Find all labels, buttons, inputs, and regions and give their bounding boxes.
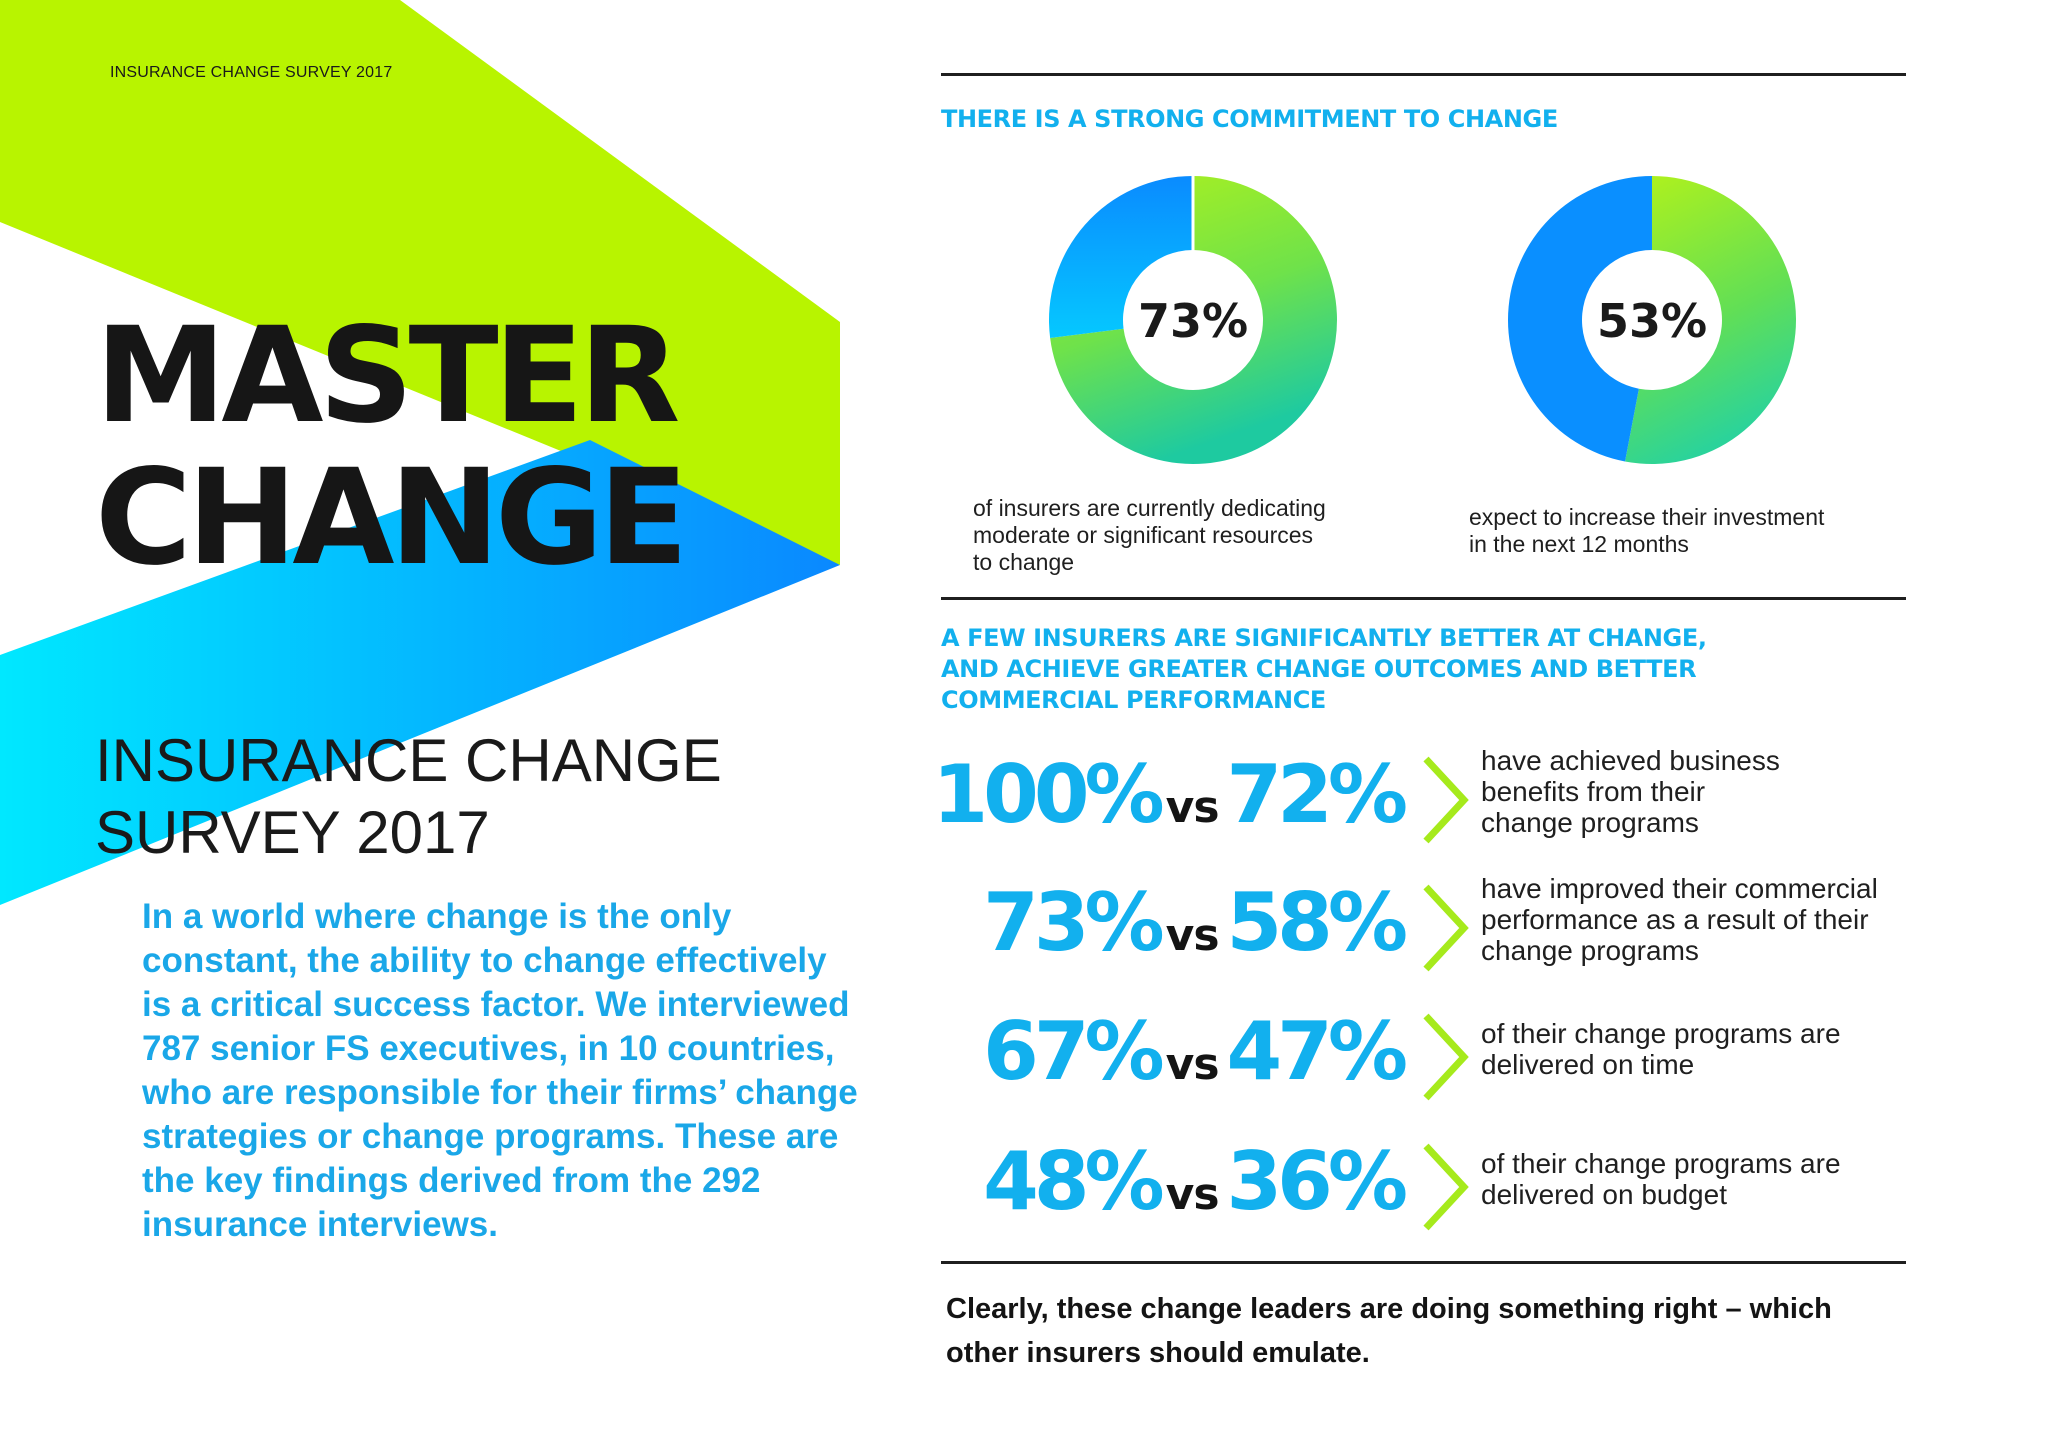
hero-title-line-2: CHANGE xyxy=(95,441,688,595)
stat-description-line: have improved their commercial xyxy=(1481,873,1878,904)
donut-1-remainder-arc xyxy=(1049,176,1193,339)
donut-2-caption-line: in the next 12 months xyxy=(1469,531,1689,557)
survey-title-line-1: INSURANCE CHANGE xyxy=(95,727,722,794)
survey-title-line-2: SURVEY 2017 xyxy=(95,799,490,866)
stat-description-line: delivered on time xyxy=(1481,1049,1695,1080)
donut-1-percent: 73% xyxy=(1137,294,1249,348)
others-percent: 58% xyxy=(1226,876,1408,969)
donut-chart-resources xyxy=(1049,175,1337,464)
intro-paragraph: In a world where change is the only cons… xyxy=(142,897,858,1244)
stat-description: have achieved business benefits from the… xyxy=(1481,745,1931,838)
donut-1-value-arc xyxy=(1050,176,1337,464)
leaders-percent: 48% xyxy=(983,1135,1164,1228)
donut-2-remainder-arc xyxy=(1507,176,1652,462)
donut-2-value-arc xyxy=(1625,176,1796,465)
stat-row-commercial-performance: 73% vs 58% have improved their commercial … xyxy=(0,873,2048,983)
vs-label: vs xyxy=(1165,782,1220,833)
leaders-heading: A FEW INSURERS ARE SIGNIFICANTLY BETTER … xyxy=(941,623,1707,716)
blue-chevron-shape xyxy=(0,440,840,905)
others-percent: 36% xyxy=(1226,1135,1408,1228)
stat-row-on-time: 67% vs 47% of their change programs are de… xyxy=(0,1002,2048,1112)
donut-1-caption: of insurers are currently dedicating mod… xyxy=(973,495,1326,576)
stat-comparison: 67% vs 47% xyxy=(983,1002,1408,1115)
donut-1-caption-line: of insurers are currently dedicating xyxy=(973,495,1326,521)
donut-2-percent: 53% xyxy=(1596,294,1708,348)
header-kicker: INSURANCE CHANGE SURVEY 2017 xyxy=(110,64,393,81)
others-percent: 72% xyxy=(1226,748,1408,841)
leaders-heading-line: AND ACHIEVE GREATER CHANGE OUTCOMES AND … xyxy=(941,655,1697,683)
vs-label: vs xyxy=(1165,910,1220,961)
stat-description-line: of their change programs are xyxy=(1481,1018,1841,1049)
leaders-heading-line: COMMERCIAL PERFORMANCE xyxy=(941,686,1326,714)
divider-rule-bottom xyxy=(941,1261,1906,1264)
stat-description: of their change programs are delivered o… xyxy=(1481,1018,1931,1080)
donut-chart-investment xyxy=(1507,176,1796,465)
stat-description-line: have achieved business xyxy=(1481,745,1780,776)
leaders-percent: 67% xyxy=(983,1005,1164,1098)
chevron-right-icon xyxy=(1423,756,1469,844)
stat-comparison: 73% vs 58% xyxy=(983,873,1408,986)
donut-1-caption-line: to change xyxy=(973,549,1075,575)
chevron-right-icon xyxy=(1423,884,1469,972)
chevron-right-icon xyxy=(1423,1013,1469,1101)
stat-description: of their change programs are delivered o… xyxy=(1481,1148,1931,1210)
others-percent: 47% xyxy=(1226,1005,1408,1098)
commitment-heading: THERE IS A STRONG COMMITMENT TO CHANGE xyxy=(941,105,1558,133)
conclusion-text: Clearly, these change leaders are doing … xyxy=(946,1293,1832,1369)
vs-label: vs xyxy=(1165,1039,1220,1090)
stat-description-line: performance as a result of their xyxy=(1481,904,1869,935)
leaders-percent: 73% xyxy=(983,876,1164,969)
stat-row-on-budget: 48% vs 36% of their change programs are de… xyxy=(0,1132,2048,1242)
stat-description-line: delivered on budget xyxy=(1481,1179,1727,1210)
donut-2-caption-line: expect to increase their investment xyxy=(1469,504,1825,530)
divider-rule-middle xyxy=(941,597,1906,600)
hero-title: MASTER CHANGE xyxy=(95,299,688,595)
stat-description: have improved their commercial performan… xyxy=(1481,873,1931,966)
divider-rule-top xyxy=(941,73,1906,76)
hero-title-line-1: MASTER xyxy=(95,299,680,453)
survey-title: INSURANCE CHANGE SURVEY 2017 xyxy=(95,725,722,869)
stat-description-line: change programs xyxy=(1481,807,1699,838)
stat-description-line: benefits from their xyxy=(1481,776,1706,807)
donut-2-caption: expect to increase their investment in t… xyxy=(1469,504,1824,558)
stat-description-line: of their change programs are xyxy=(1481,1148,1841,1179)
donut-1-caption-line: moderate or significant resources xyxy=(973,522,1314,548)
lime-chevron-shape xyxy=(0,0,840,565)
vs-label: vs xyxy=(1165,1169,1220,1220)
stat-comparison: 100% vs 72% xyxy=(932,745,1408,858)
leaders-heading-line: A FEW INSURERS ARE SIGNIFICANTLY BETTER … xyxy=(941,624,1707,652)
decorative-chevron-shapes xyxy=(0,0,840,905)
stat-comparison: 48% vs 36% xyxy=(983,1132,1408,1245)
leaders-percent: 100% xyxy=(932,748,1164,841)
stat-row-business-benefits: 100% vs 72% have achieved business benefit… xyxy=(0,745,2048,855)
stat-description-line: change programs xyxy=(1481,935,1699,966)
chevron-right-icon xyxy=(1423,1143,1469,1231)
